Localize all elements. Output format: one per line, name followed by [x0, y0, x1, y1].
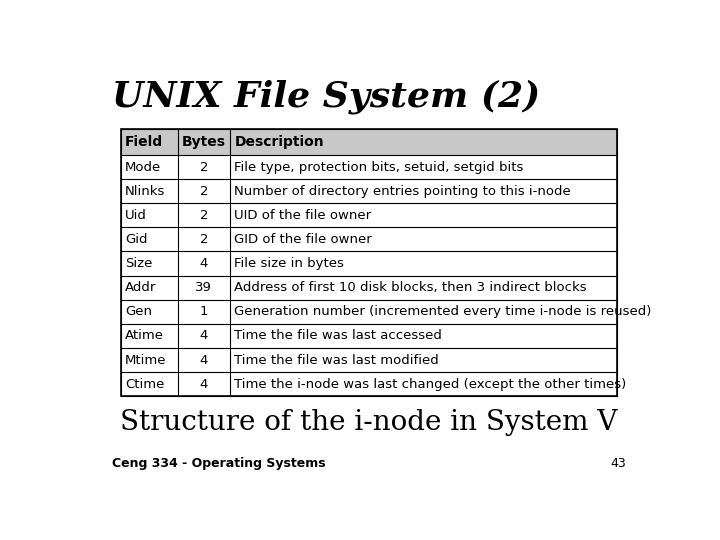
- Text: File size in bytes: File size in bytes: [235, 257, 344, 270]
- Text: Mode: Mode: [125, 160, 161, 173]
- Text: UNIX File System (2): UNIX File System (2): [112, 79, 541, 114]
- Text: Number of directory entries pointing to this i-node: Number of directory entries pointing to …: [235, 185, 571, 198]
- Bar: [230, 155, 617, 179]
- Text: 2: 2: [199, 185, 208, 198]
- Bar: [121, 203, 178, 227]
- Text: Uid: Uid: [125, 209, 147, 222]
- Text: 4: 4: [199, 377, 208, 390]
- Bar: [230, 252, 617, 275]
- Bar: [121, 275, 178, 300]
- Text: Gid: Gid: [125, 233, 148, 246]
- Bar: [178, 129, 230, 155]
- Bar: [178, 227, 230, 252]
- Text: Field: Field: [125, 135, 163, 149]
- Bar: [230, 372, 617, 396]
- Text: 4: 4: [199, 257, 208, 270]
- Bar: [178, 275, 230, 300]
- Text: Gen: Gen: [125, 305, 152, 318]
- Bar: [178, 179, 230, 203]
- Text: Description: Description: [235, 135, 324, 149]
- Text: Nlinks: Nlinks: [125, 185, 166, 198]
- Bar: [121, 129, 617, 396]
- Text: Ctime: Ctime: [125, 377, 165, 390]
- Text: Atime: Atime: [125, 329, 164, 342]
- Bar: [230, 275, 617, 300]
- Bar: [121, 300, 178, 324]
- Text: Size: Size: [125, 257, 153, 270]
- Text: 2: 2: [199, 209, 208, 222]
- Text: 2: 2: [199, 233, 208, 246]
- Bar: [230, 203, 617, 227]
- Bar: [230, 179, 617, 203]
- Text: 4: 4: [199, 354, 208, 367]
- Bar: [178, 324, 230, 348]
- Text: Address of first 10 disk blocks, then 3 indirect blocks: Address of first 10 disk blocks, then 3 …: [235, 281, 587, 294]
- Bar: [121, 179, 178, 203]
- Text: Time the file was last modified: Time the file was last modified: [235, 354, 439, 367]
- Text: Bytes: Bytes: [182, 135, 226, 149]
- Text: 4: 4: [199, 329, 208, 342]
- Bar: [178, 252, 230, 275]
- Text: GID of the file owner: GID of the file owner: [235, 233, 372, 246]
- Bar: [121, 227, 178, 252]
- Text: Time the i-node was last changed (except the other times): Time the i-node was last changed (except…: [235, 377, 626, 390]
- Bar: [178, 203, 230, 227]
- Bar: [121, 348, 178, 372]
- Bar: [121, 324, 178, 348]
- Text: Generation number (incremented every time i-node is reused): Generation number (incremented every tim…: [235, 305, 652, 318]
- Bar: [121, 372, 178, 396]
- Text: Ceng 334 - Operating Systems: Ceng 334 - Operating Systems: [112, 457, 326, 470]
- Bar: [230, 300, 617, 324]
- Bar: [178, 300, 230, 324]
- Bar: [178, 372, 230, 396]
- Bar: [178, 155, 230, 179]
- Text: UID of the file owner: UID of the file owner: [235, 209, 372, 222]
- Text: Structure of the i-node in System V: Structure of the i-node in System V: [120, 409, 618, 436]
- Bar: [121, 129, 178, 155]
- Bar: [230, 324, 617, 348]
- Text: Time the file was last accessed: Time the file was last accessed: [235, 329, 442, 342]
- Text: Addr: Addr: [125, 281, 156, 294]
- Text: 43: 43: [610, 457, 626, 470]
- Bar: [230, 348, 617, 372]
- Bar: [121, 252, 178, 275]
- Text: 2: 2: [199, 160, 208, 173]
- Bar: [230, 129, 617, 155]
- Bar: [121, 155, 178, 179]
- Text: Mtime: Mtime: [125, 354, 166, 367]
- Bar: [230, 227, 617, 252]
- Text: 39: 39: [195, 281, 212, 294]
- Text: 1: 1: [199, 305, 208, 318]
- Text: File type, protection bits, setuid, setgid bits: File type, protection bits, setuid, setg…: [235, 160, 523, 173]
- Bar: [178, 348, 230, 372]
